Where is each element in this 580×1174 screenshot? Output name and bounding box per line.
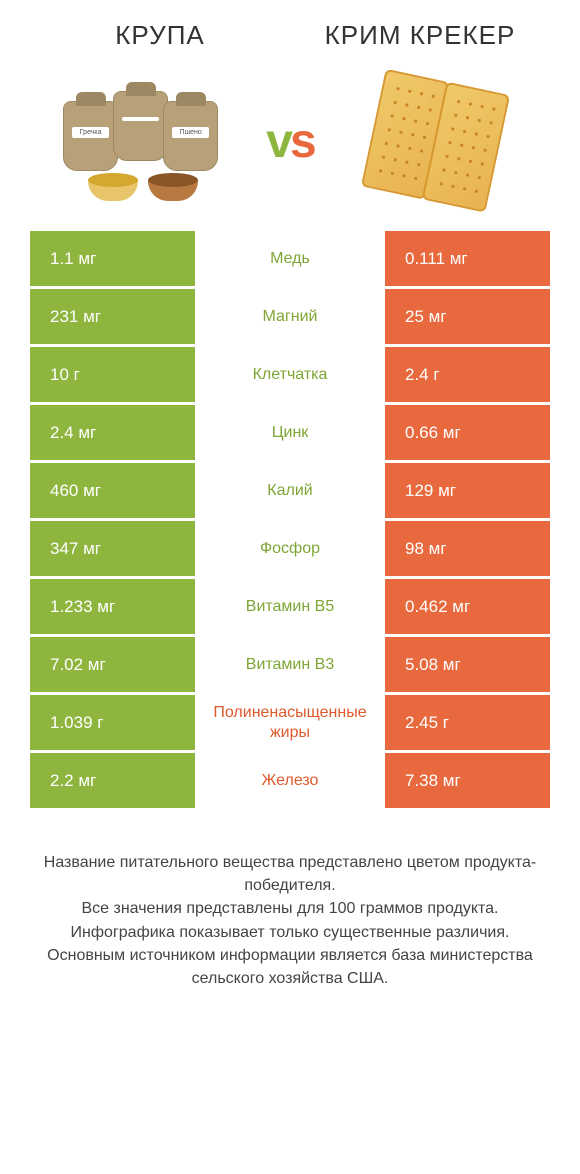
right-value-cell: 98 мг <box>385 521 550 576</box>
cracker-icon <box>360 64 514 218</box>
table-row: 10 гКлетчатка2.4 г <box>30 347 550 402</box>
footer-line: Инфографика показывает только существенн… <box>40 921 540 944</box>
product-images-row: Гречка Пшено vs <box>0 66 580 231</box>
nutrient-name-cell: Фосфор <box>195 521 385 576</box>
table-row: 231 мгМагний25 мг <box>30 289 550 344</box>
left-product-title: КРУПА <box>30 20 290 51</box>
footer-line: Основным источником информации является … <box>40 944 540 990</box>
grain-sacks-icon: Гречка Пшено <box>58 81 228 201</box>
nutrient-name-cell: Цинк <box>195 405 385 460</box>
right-value-cell: 0.66 мг <box>385 405 550 460</box>
nutrient-name-cell: Магний <box>195 289 385 344</box>
table-row: 347 мгФосфор98 мг <box>30 521 550 576</box>
nutrient-name-cell: Витамин B5 <box>195 579 385 634</box>
nutrient-name-cell: Калий <box>195 463 385 518</box>
footer-line: Все значения представлены для 100 граммо… <box>40 897 540 920</box>
nutrient-name-cell: Полиненасыщенные жиры <box>195 695 385 750</box>
left-value-cell: 2.2 мг <box>30 753 195 808</box>
table-row: 460 мгКалий129 мг <box>30 463 550 518</box>
right-value-cell: 129 мг <box>385 463 550 518</box>
left-value-cell: 10 г <box>30 347 195 402</box>
right-value-cell: 0.462 мг <box>385 579 550 634</box>
left-product-image: Гречка Пшено <box>30 76 256 206</box>
right-value-cell: 7.38 мг <box>385 753 550 808</box>
right-value-cell: 5.08 мг <box>385 637 550 692</box>
header: КРУПА КРИМ КРЕКЕР <box>0 0 580 66</box>
nutrient-name-cell: Железо <box>195 753 385 808</box>
table-row: 7.02 мгВитамин B35.08 мг <box>30 637 550 692</box>
left-value-cell: 1.039 г <box>30 695 195 750</box>
left-value-cell: 1.1 мг <box>30 231 195 286</box>
nutrient-name-cell: Витамин B3 <box>195 637 385 692</box>
footer-text: Название питательного вещества представл… <box>0 811 580 1020</box>
table-row: 1.1 мгМедь0.111 мг <box>30 231 550 286</box>
left-value-cell: 7.02 мг <box>30 637 195 692</box>
left-value-cell: 347 мг <box>30 521 195 576</box>
vs-badge: vs <box>266 114 313 169</box>
left-value-cell: 460 мг <box>30 463 195 518</box>
nutrient-name-cell: Клетчатка <box>195 347 385 402</box>
nutrient-name-cell: Медь <box>195 231 385 286</box>
right-value-cell: 2.4 г <box>385 347 550 402</box>
right-value-cell: 0.111 мг <box>385 231 550 286</box>
table-row: 2.4 мгЦинк0.66 мг <box>30 405 550 460</box>
footer-line: Название питательного вещества представл… <box>40 851 540 897</box>
right-product-image <box>324 76 550 206</box>
vs-v-letter: v <box>266 115 290 168</box>
table-row: 1.039 гПолиненасыщенные жиры2.45 г <box>30 695 550 750</box>
left-value-cell: 2.4 мг <box>30 405 195 460</box>
comparison-table: 1.1 мгМедь0.111 мг231 мгМагний25 мг10 гК… <box>0 231 580 811</box>
vs-s-letter: s <box>290 115 314 168</box>
right-value-cell: 25 мг <box>385 289 550 344</box>
left-value-cell: 1.233 мг <box>30 579 195 634</box>
left-value-cell: 231 мг <box>30 289 195 344</box>
right-product-title: КРИМ КРЕКЕР <box>290 20 550 51</box>
table-row: 2.2 мгЖелезо7.38 мг <box>30 753 550 808</box>
right-value-cell: 2.45 г <box>385 695 550 750</box>
table-row: 1.233 мгВитамин B50.462 мг <box>30 579 550 634</box>
